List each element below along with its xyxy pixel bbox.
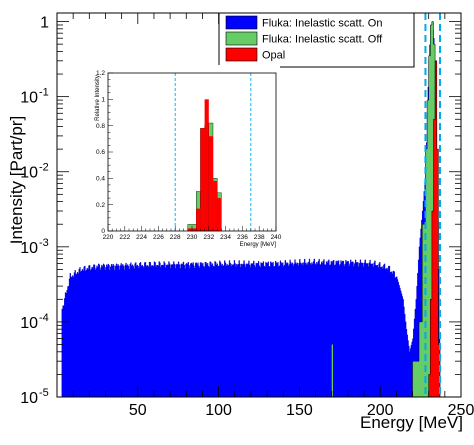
inset-plot: 220 222 224 226 228 230 232 234 236 238 240 0 0.2 0.4… [72, 65, 282, 256]
inset-x-tick-label: 230 [187, 234, 198, 241]
y-tick-label: 10 [20, 165, 38, 182]
inset-bar [217, 198, 222, 231]
inset-x-tick-label: 224 [136, 234, 147, 241]
inset-bar [213, 180, 218, 231]
inset-y-tick-label: 0.4 [96, 176, 105, 183]
y-tick-label: 10 [20, 390, 38, 407]
inset-x-tick-label: 232 [203, 234, 214, 241]
inset-y-tick-label: 0.2 [96, 202, 105, 209]
y-tick-exponent: -3 [39, 237, 49, 249]
inset-x-tick-label: 228 [170, 234, 181, 241]
inset-plot-axes: 220 222 224 226 228 230 232 234 236 238 240 0 0.2 0.4… [96, 70, 282, 241]
x-tick-label: 100 [205, 402, 232, 419]
series-opal [428, 60, 441, 398]
inset-x-tick-label: 222 [119, 234, 130, 241]
spike-bar [331, 344, 334, 397]
inset-background [72, 65, 280, 256]
main-plot-marks [61, 21, 441, 398]
y-tick-label: 10 [20, 315, 38, 332]
y-tick-label: 10 [20, 240, 38, 257]
x-tick-label: 250 [448, 402, 474, 419]
x-tick-label: 150 [286, 402, 313, 419]
inset-y-tick-label: 1.2 [96, 70, 105, 77]
y-tick-exponent: -1 [39, 87, 49, 99]
legend-swatch-opal [225, 47, 258, 62]
legend: Fluka: Inelastic scatt. On Fluka: Inelas… [218, 12, 415, 68]
x-tick-label: 50 [129, 402, 147, 419]
series-inelastic-on [61, 21, 441, 398]
inset-x-tick-label: 220 [103, 234, 114, 241]
inset-x-tick-label: 236 [237, 234, 248, 241]
inset-x-tick-label: 234 [220, 234, 231, 241]
inset-y-axis-label: Relative Intensity [95, 75, 101, 121]
legend-swatch-inelastic-off [225, 31, 258, 46]
legend-label-opal: Opal [262, 50, 285, 62]
y-tick-label: 10 [20, 90, 38, 107]
x-tick-label: 200 [367, 402, 394, 419]
inset-x-tick-label: 238 [254, 234, 265, 241]
y-tick-exponent: -5 [39, 387, 49, 399]
legend-swatch-inelastic-on [225, 15, 258, 30]
x-axis-label: Energy [MeV] [360, 413, 463, 432]
inset-y-tick-label: 0 [101, 228, 105, 235]
y-axis-label: Intensity [Part/pr] [7, 116, 26, 245]
inset-bar [200, 128, 205, 231]
inset-y-tick-label: 1 [101, 97, 105, 104]
y-tick-exponent: -4 [39, 312, 49, 324]
inset-bar [208, 136, 213, 231]
inset-bar [204, 99, 209, 231]
inset-x-tick-label: 226 [153, 234, 164, 241]
legend-label-inelastic-off: Fluka: Inelastic scatt. Off [262, 34, 383, 46]
legend-label-inelastic-on: Fluka: Inelastic scatt. On [262, 18, 382, 30]
inset-bar [196, 208, 201, 231]
inset-y-tick-label: 0.6 [96, 149, 105, 156]
inset-x-tick-label: 240 [271, 234, 282, 241]
inset-x-axis-label: Energy [MeV] [240, 242, 277, 248]
y-tick-exponent: -2 [39, 162, 49, 174]
inset-y-tick-label: 0.8 [96, 123, 105, 130]
y-tick-label: 1 [40, 15, 49, 32]
inset-plot-marks [187, 99, 222, 232]
